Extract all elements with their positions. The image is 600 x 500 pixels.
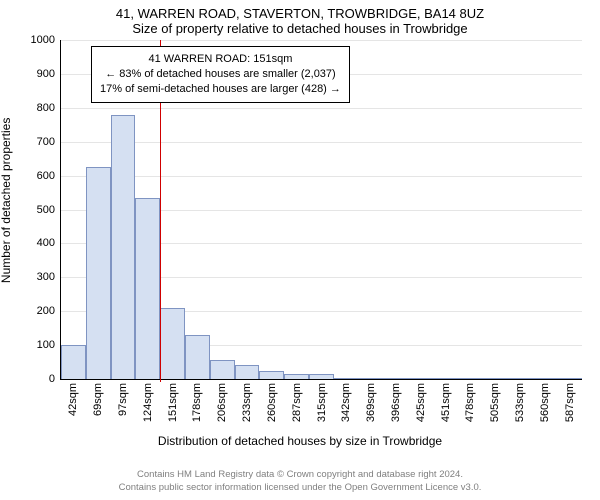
y-tick-label: 0 <box>49 373 55 385</box>
y-axis-label: Number of detached properties <box>0 118 13 283</box>
x-tick-label: 124sqm <box>142 383 154 422</box>
x-tick-label: 260sqm <box>266 383 278 422</box>
chart-container: 41, WARREN ROAD, STAVERTON, TROWBRIDGE, … <box>0 0 600 500</box>
x-tick-label: 97sqm <box>117 383 129 416</box>
x-tick-label: 206sqm <box>216 383 228 422</box>
histogram-bar <box>259 371 284 379</box>
histogram-bar <box>185 335 210 379</box>
y-tick-label: 200 <box>37 305 55 317</box>
x-axis-label: Distribution of detached houses by size … <box>0 434 600 448</box>
x-tick-label: 533sqm <box>514 383 526 422</box>
histogram-bar <box>86 167 111 379</box>
histogram-bar <box>557 378 582 379</box>
histogram-bar <box>508 378 533 379</box>
x-tick-label: 178sqm <box>191 383 203 422</box>
histogram-bar <box>483 378 508 379</box>
annotation-box: 41 WARREN ROAD: 151sqm← 83% of detached … <box>91 46 350 103</box>
footer: Contains HM Land Registry data © Crown c… <box>0 469 600 494</box>
histogram-bar <box>284 374 309 379</box>
histogram-bar <box>235 365 260 379</box>
footer-line-2: Contains public sector information licen… <box>0 482 600 494</box>
grid-line <box>61 40 582 41</box>
annotation-line: 41 WARREN ROAD: 151sqm <box>100 52 341 67</box>
chart-title-desc: Size of property relative to detached ho… <box>0 21 600 40</box>
histogram-bar <box>111 115 136 379</box>
y-tick-label: 400 <box>37 237 55 249</box>
grid-line <box>61 176 582 177</box>
histogram-bar <box>309 374 334 379</box>
x-tick-label: 233sqm <box>241 383 253 422</box>
y-tick-label: 900 <box>37 68 55 80</box>
x-tick-label: 478sqm <box>464 383 476 422</box>
annotation-line: 17% of semi-detached houses are larger (… <box>100 82 341 97</box>
y-tick-label: 500 <box>37 204 55 216</box>
x-tick-label: 425sqm <box>415 383 427 422</box>
x-tick-label: 560sqm <box>539 383 551 422</box>
histogram-bar <box>458 378 483 379</box>
annotation-line: ← 83% of detached houses are smaller (2,… <box>100 67 341 82</box>
y-tick-label: 300 <box>37 271 55 283</box>
x-tick-label: 396sqm <box>390 383 402 422</box>
y-tick-label: 700 <box>37 136 55 148</box>
histogram-bar <box>408 378 433 379</box>
plot-area: 0100200300400500600700800900100042sqm69s… <box>60 40 582 380</box>
x-tick-label: 505sqm <box>489 383 501 422</box>
histogram-bar <box>433 378 458 379</box>
histogram-bar <box>359 378 384 379</box>
histogram-bar <box>334 378 359 379</box>
footer-line-1: Contains HM Land Registry data © Crown c… <box>0 469 600 481</box>
chart-title-address: 41, WARREN ROAD, STAVERTON, TROWBRIDGE, … <box>0 0 600 21</box>
x-tick-label: 42sqm <box>67 383 79 416</box>
histogram-bar <box>210 360 235 379</box>
y-tick-label: 600 <box>37 170 55 182</box>
x-tick-label: 587sqm <box>564 383 576 422</box>
histogram-bar <box>160 308 185 379</box>
x-tick-label: 369sqm <box>365 383 377 422</box>
x-tick-label: 151sqm <box>167 383 179 422</box>
x-tick-label: 315sqm <box>316 383 328 422</box>
x-tick-label: 287sqm <box>291 383 303 422</box>
y-tick-label: 100 <box>37 339 55 351</box>
plot-wrap: 0100200300400500600700800900100042sqm69s… <box>60 40 582 380</box>
histogram-bar <box>384 378 409 379</box>
y-tick-label: 800 <box>37 102 55 114</box>
histogram-bar <box>532 378 557 379</box>
histogram-bar <box>135 198 160 379</box>
grid-line <box>61 142 582 143</box>
x-tick-label: 69sqm <box>92 383 104 416</box>
x-tick-label: 451sqm <box>440 383 452 422</box>
histogram-bar <box>61 345 86 379</box>
grid-line <box>61 108 582 109</box>
y-tick-label: 1000 <box>31 34 55 46</box>
x-tick-label: 342sqm <box>340 383 352 422</box>
